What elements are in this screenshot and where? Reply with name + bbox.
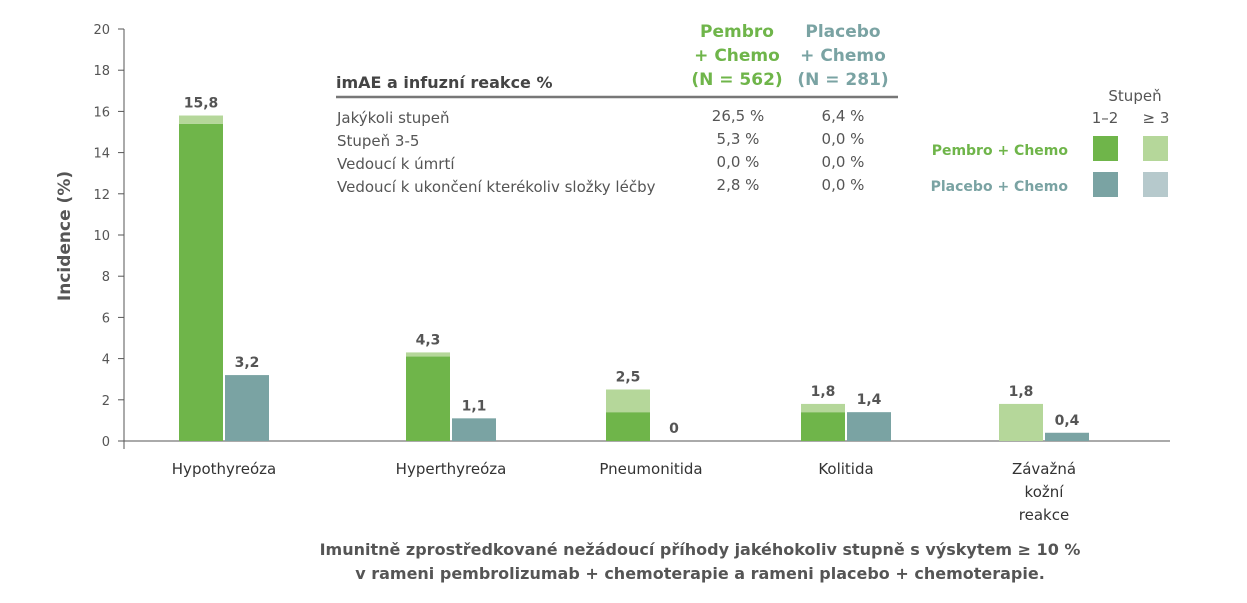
y-tick-label: 8 <box>102 270 110 285</box>
data-label: 1,4 <box>857 392 882 408</box>
table-row-label: Vedoucí k ukončení kterékoliv složky léč… <box>337 178 656 196</box>
table-col-header-line: + Chemo <box>800 46 886 66</box>
legend-series-label: Placebo + Chemo <box>931 179 1069 195</box>
table-row-label: Stupeň 3-5 <box>337 132 419 150</box>
legend-col-1-2: 1–2 <box>1092 109 1119 127</box>
legend-swatch-grade-1-2 <box>1093 136 1118 161</box>
data-label: 1,1 <box>462 398 487 414</box>
data-label: 1,8 <box>1009 384 1034 400</box>
table-col-header-line: Pembro <box>700 22 774 42</box>
table-value-pembro: 26,5 % <box>712 107 764 125</box>
figure-caption: Imunitně zprostředkované nežádoucí přího… <box>240 538 1160 586</box>
table-col-header-line: + Chemo <box>694 46 780 66</box>
y-tick-label: 12 <box>93 188 110 203</box>
y-tick-label: 6 <box>102 311 110 326</box>
table-value-placebo: 0,0 % <box>822 130 865 148</box>
table-value-placebo: 6,4 % <box>822 107 865 125</box>
data-label: 3,2 <box>235 355 260 371</box>
table-row-label: Vedoucí k úmrtí <box>337 155 455 173</box>
x-category-label: Pneumonitida <box>599 460 702 478</box>
table-value-pembro: 5,3 % <box>717 130 760 148</box>
bar-pembro-grade-3-plus <box>801 403 845 413</box>
y-tick-label: 16 <box>93 105 110 120</box>
bar-placebo-grade-1-2 <box>847 412 891 441</box>
y-tick-label: 2 <box>102 394 110 409</box>
bar-pembro-grade-1-2 <box>606 412 650 441</box>
legend-swatch-grade-1-2 <box>1093 172 1118 197</box>
x-category-label: kožní <box>1025 483 1065 501</box>
table-col-header-line: (N = 281) <box>797 70 888 90</box>
legend-series-label: Pembro + Chemo <box>932 143 1069 159</box>
x-category-label: Hypothyreóza <box>172 460 276 478</box>
table-value-pembro: 2,8 % <box>717 176 760 194</box>
x-category-label: Kolitida <box>818 460 873 478</box>
y-tick-label: 4 <box>102 353 110 368</box>
y-tick-label: 10 <box>93 229 110 244</box>
table-value-placebo: 0,0 % <box>822 176 865 194</box>
data-labels: 15,8 4,3 2,5 1,8 1,8 3,2 1,1 0 1,4 0,4 Hypothyreóz… <box>172 96 1080 524</box>
bar-pembro-grade-1-2 <box>179 123 223 441</box>
bar-placebo-grade-1-2 <box>1045 432 1089 441</box>
caption-line-2: v rameni pembrolizumab + chemoterapie a … <box>355 564 1045 583</box>
table-value-placebo: 0,0 % <box>822 153 865 171</box>
axes: 0 2 4 6 8 10 12 14 16 18 20 <box>93 23 1170 450</box>
table-col-pembro-header: Pembro + Chemo (N = 562) <box>691 22 782 90</box>
bar-placebo-grade-1-2 <box>225 375 269 441</box>
data-label: 0,4 <box>1055 413 1080 429</box>
legend-col-3-plus: ≥ 3 <box>1143 109 1170 127</box>
data-label: 4,3 <box>416 332 441 348</box>
y-tick-label: 0 <box>102 435 110 450</box>
y-tick-label: 18 <box>93 64 110 79</box>
legend-swatch-grade-3-plus <box>1143 136 1168 161</box>
x-category-label: Hyperthyreóza <box>396 460 507 478</box>
bar-placebo-grade-1-2 <box>452 418 496 441</box>
bar-pembro-grade-3-plus <box>606 389 650 413</box>
inset-table: imAE a infuzní reakce % Pembro + Chemo (N … <box>336 22 898 196</box>
table-row-label: Jakýkoli stupeň <box>336 109 450 127</box>
bars <box>179 115 1089 441</box>
data-label: 15,8 <box>184 96 219 112</box>
y-tick-label: 14 <box>93 147 110 162</box>
y-axis-label: Incidence (%) <box>55 171 75 301</box>
table-rows: Jakýkoli stupeň 26,5 % 6,4 % Stupeň 3-5 5,3 … <box>336 107 864 196</box>
legend-title: Stupeň <box>1108 87 1161 105</box>
table-title: imAE a infuzní reakce % <box>336 73 553 92</box>
bar-pembro-grade-3-plus <box>999 403 1043 441</box>
table-col-header-line: (N = 562) <box>691 70 782 90</box>
legend: Stupeň 1–2 ≥ 3 Pembro + Chemo Placebo + C… <box>931 87 1170 197</box>
x-category-label: reakce <box>1019 506 1069 524</box>
y-tick-label: 20 <box>93 23 110 38</box>
bar-pembro-grade-3-plus <box>179 115 223 124</box>
table-col-header-line: Placebo <box>805 22 880 42</box>
data-label: 0 <box>669 421 679 437</box>
caption-line-1: Imunitně zprostředkované nežádoucí přího… <box>319 540 1081 559</box>
legend-swatch-grade-3-plus <box>1143 172 1168 197</box>
data-label: 1,8 <box>811 384 836 400</box>
bar-pembro-grade-1-2 <box>406 356 450 441</box>
bar-pembro-grade-1-2 <box>801 412 845 441</box>
x-category-label: Závažná <box>1012 460 1076 478</box>
bar-pembro-grade-3-plus <box>406 352 450 357</box>
table-col-placebo-header: Placebo + Chemo (N = 281) <box>797 22 888 90</box>
table-value-pembro: 0,0 % <box>717 153 760 171</box>
data-label: 2,5 <box>616 370 641 386</box>
